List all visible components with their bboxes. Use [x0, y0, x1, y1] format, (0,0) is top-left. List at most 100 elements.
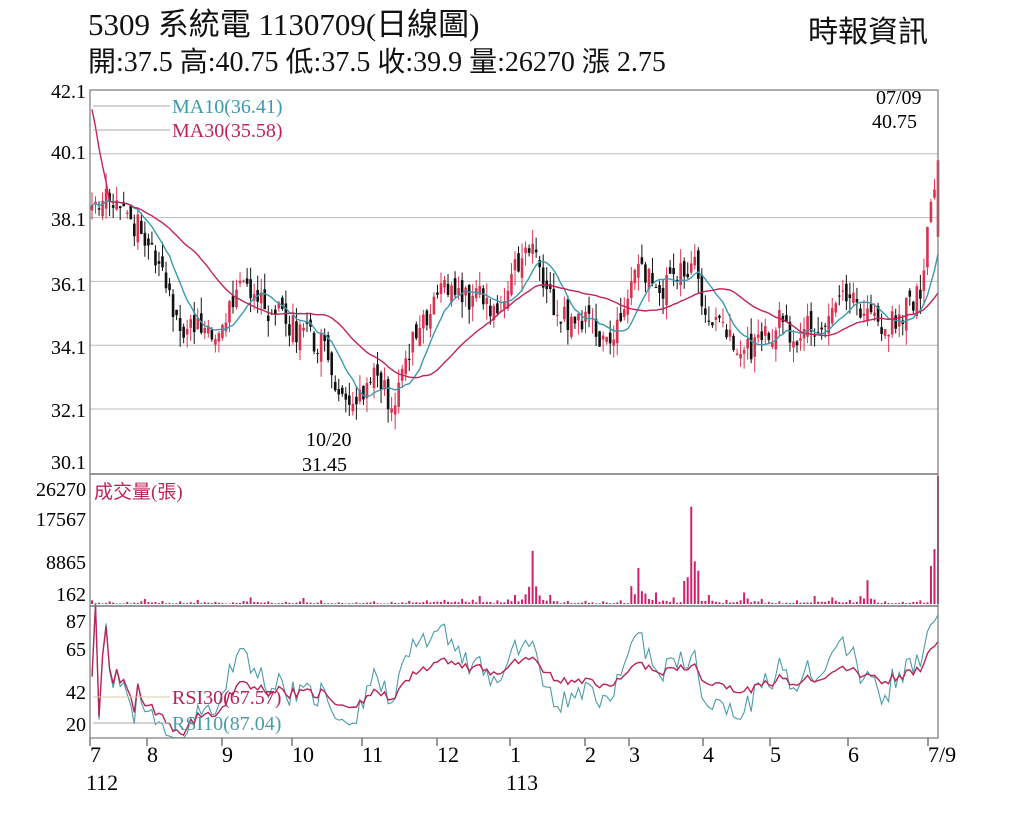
volume-bar	[274, 603, 277, 604]
candle-body	[125, 212, 129, 214]
volume-bar	[157, 603, 160, 604]
candle-body	[735, 353, 739, 355]
candle-body	[481, 288, 485, 305]
volume-bar	[256, 601, 259, 604]
volume-bar	[605, 602, 608, 604]
volume-bar	[813, 595, 816, 604]
candle-body	[630, 281, 633, 298]
volume-bar	[196, 599, 199, 604]
candle-body	[707, 320, 711, 322]
volume-bar	[778, 601, 781, 604]
candle-body	[386, 379, 390, 410]
candle-body	[291, 315, 295, 343]
candle-body	[587, 305, 591, 314]
volume-bar	[746, 598, 749, 604]
price-tick: 30.1	[51, 452, 86, 474]
candle-body	[355, 396, 358, 405]
candle-body	[362, 385, 365, 400]
candle-body	[570, 316, 573, 337]
candle-body	[580, 320, 584, 330]
candle-body	[245, 278, 249, 284]
volume-bar	[267, 601, 270, 604]
candle-body	[242, 280, 245, 282]
candle-body	[185, 328, 189, 335]
ma10-legend: MA10(36.41)	[172, 96, 283, 118]
volume-bar	[291, 603, 294, 604]
volume-bar	[718, 602, 721, 604]
candle-body	[619, 313, 623, 321]
volume-bar	[298, 601, 301, 604]
volume-bar	[246, 601, 249, 604]
volume-bar	[143, 598, 146, 604]
volume-bar	[820, 601, 823, 604]
candle-body	[224, 322, 228, 332]
candle-body	[298, 324, 302, 351]
volume-bar	[796, 600, 798, 604]
volume-bar	[665, 601, 668, 604]
rsi-tick: 20	[66, 714, 86, 736]
candle-body	[129, 204, 133, 220]
candle-body	[122, 202, 126, 207]
volume-bar	[217, 602, 220, 604]
candle-body	[429, 314, 432, 329]
candle-body	[115, 200, 118, 210]
volume-bar	[771, 602, 774, 604]
candle-body	[383, 380, 386, 390]
volume-bar	[358, 603, 361, 604]
candle-body	[598, 331, 601, 347]
candle-body	[749, 333, 753, 360]
candle-body	[605, 336, 608, 342]
volume-bar	[616, 602, 619, 604]
candle-body	[869, 304, 873, 313]
volume-bar	[739, 600, 742, 604]
volume-bar	[725, 599, 728, 604]
candle-body	[503, 301, 506, 309]
candle-body	[908, 290, 912, 297]
volume-bar	[658, 601, 661, 604]
volume-bar	[168, 602, 171, 604]
volume-bar	[619, 600, 622, 604]
candle-body	[302, 327, 305, 331]
rsi30-legend: RSI30(67.57)	[172, 687, 281, 709]
volume-bar	[98, 602, 101, 604]
candle-body	[767, 333, 771, 340]
volume-bar	[711, 600, 714, 604]
volume-bar	[284, 601, 287, 604]
candle-body	[231, 295, 235, 308]
candle-body	[823, 325, 827, 327]
candle-body	[376, 364, 379, 376]
price-tick: 42.1	[51, 81, 86, 103]
volume-bar	[901, 601, 904, 604]
candle-body	[214, 338, 217, 345]
candle-body	[467, 284, 471, 310]
candle-body	[785, 315, 788, 322]
candle-body	[876, 305, 880, 322]
volume-bar	[489, 601, 492, 604]
candle-body	[471, 295, 474, 307]
volume-bar	[450, 602, 453, 604]
volume-bar	[598, 603, 601, 604]
candle-body	[675, 279, 679, 282]
volume-bar	[112, 602, 115, 604]
volume-bar	[207, 602, 210, 604]
volume-bar	[517, 601, 520, 604]
year-label: 112	[86, 770, 118, 795]
volume-bar	[418, 602, 421, 604]
candle-body	[725, 329, 728, 338]
candle-body	[746, 338, 749, 349]
candle-body	[753, 337, 756, 357]
volume-bar	[165, 603, 168, 604]
volume-bar	[253, 602, 256, 604]
candle-body	[672, 268, 675, 275]
candle-body	[608, 332, 612, 344]
volume-bar	[397, 603, 400, 604]
candle-body	[249, 279, 252, 299]
volume-bar	[774, 603, 777, 604]
candle-body	[855, 298, 859, 303]
volume-bar	[609, 603, 612, 604]
volume-bar	[330, 603, 333, 604]
candle-body	[379, 372, 383, 390]
volume-bar	[485, 601, 488, 604]
candle-body	[432, 296, 436, 315]
low-value-label: 31.45	[302, 454, 347, 476]
